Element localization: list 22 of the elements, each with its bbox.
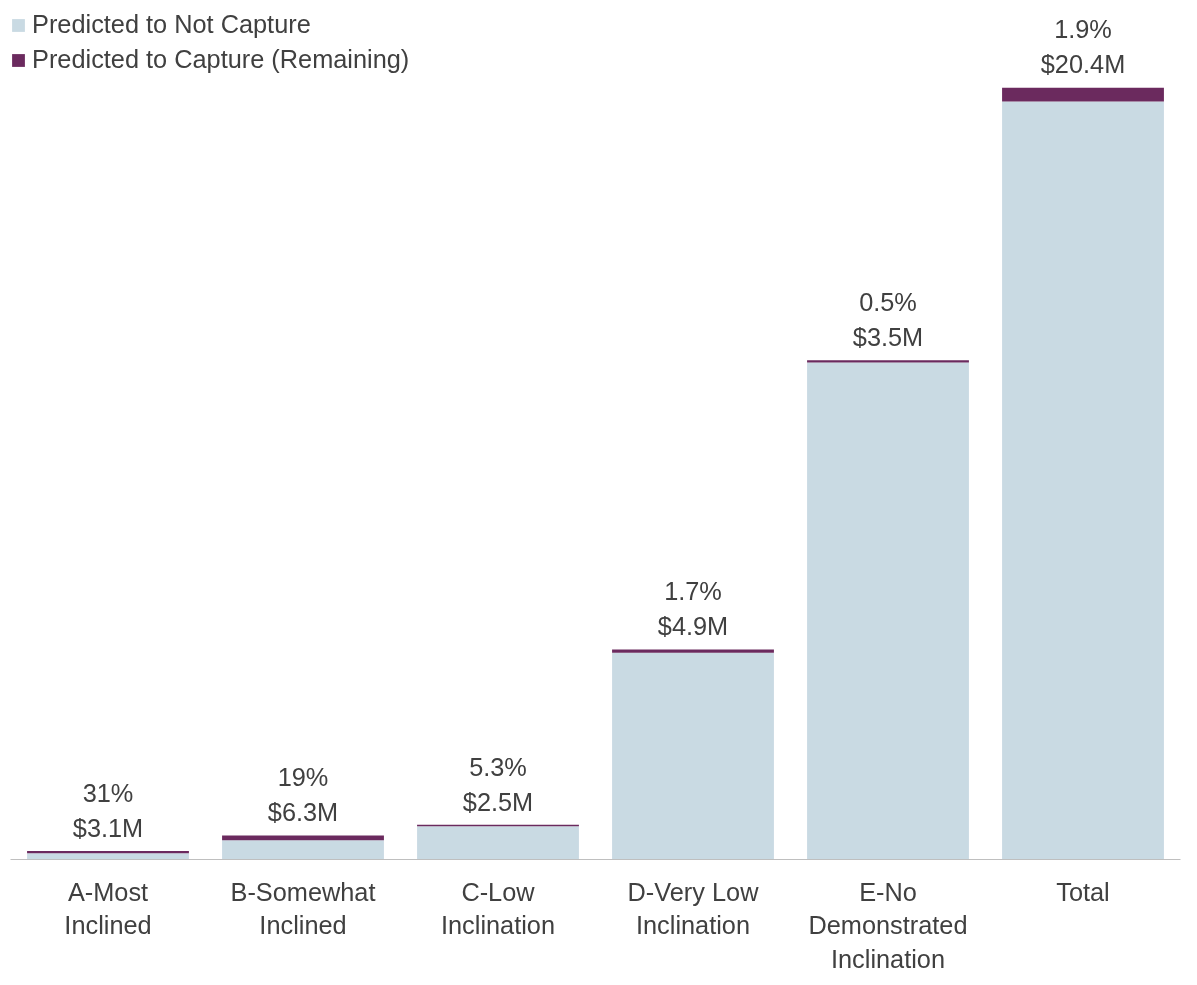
x-tick-label: D-Very Low Inclination: [627, 877, 760, 940]
legend-label: Predicted to Capture (Remaining): [32, 45, 410, 74]
total-label: 5.3% $2.5M: [462, 752, 534, 816]
bar: [222, 840, 384, 860]
bar: [612, 652, 774, 860]
total-label: 1.9% $20.4M: [1040, 15, 1126, 79]
bar: [807, 362, 969, 860]
total-label: 0.5% $3.5M: [852, 287, 924, 351]
x-tick-label: E-No Demonstrated Inclination: [808, 877, 968, 973]
x-tick-label: B-Somewhat Inclined: [230, 877, 376, 940]
bar: [612, 649, 774, 653]
total-label: 31% $3.1M: [72, 778, 144, 842]
x-tick-label: C-Low Inclination: [440, 877, 556, 940]
bar: [1002, 87, 1164, 102]
x-tick-label: A-Most Inclined: [64, 877, 152, 940]
bar: [417, 826, 579, 860]
bar: [27, 853, 189, 860]
total-label: 19% $6.3M: [267, 763, 339, 827]
x-tick-label: Total: [1056, 877, 1110, 906]
legend-label: Predicted to Not Capture: [32, 10, 311, 39]
bar: [1002, 101, 1164, 860]
total-label: 1.7% $4.9M: [657, 577, 729, 641]
